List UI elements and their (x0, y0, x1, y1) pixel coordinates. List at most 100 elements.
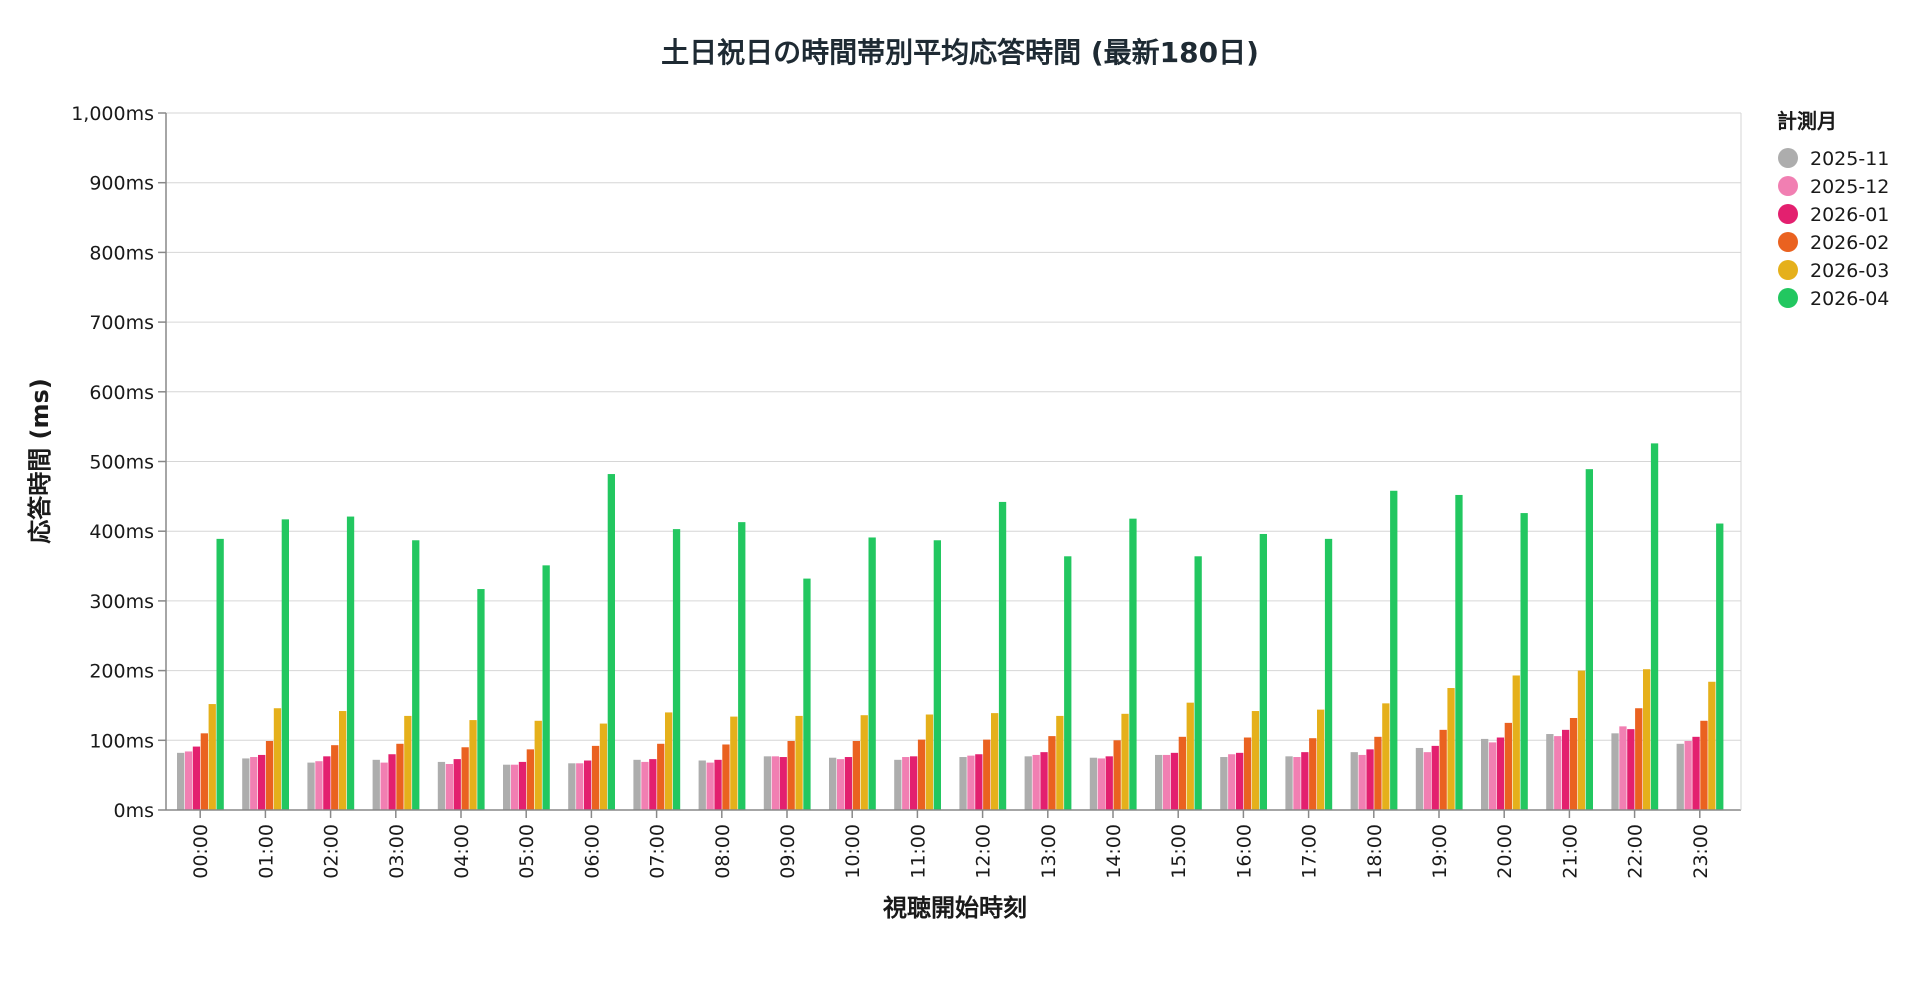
bar-2026-03-1200 (991, 713, 999, 810)
bar-2026-02-0500 (526, 749, 534, 810)
bar-2026-04-2100 (1585, 469, 1593, 810)
bar-2025-12-1800 (1358, 754, 1366, 810)
y-tick-label: 900ms (89, 173, 154, 195)
x-tick-label: 05:00 (516, 824, 538, 879)
y-tick-label: 800ms (89, 242, 154, 264)
bar-2026-01-0900 (779, 757, 787, 810)
bar-2026-02-1000 (852, 740, 860, 810)
y-tick-label: 300ms (89, 591, 154, 613)
bar-2026-01-0200 (323, 756, 331, 810)
y-tick-label: 0ms (114, 800, 155, 822)
bar-2026-01-0500 (518, 761, 527, 810)
x-tick-label: 09:00 (777, 824, 799, 879)
bar-2025-12-1900 (1423, 752, 1431, 810)
legend-swatch (1778, 260, 1798, 280)
legend-swatch (1778, 288, 1798, 308)
bar-2026-04-0000 (216, 538, 224, 810)
bar-2026-02-0000 (200, 733, 208, 810)
bar-2026-04-1000 (868, 537, 876, 810)
bar-2025-12-0700 (641, 761, 649, 810)
bar-2025-12-1000 (836, 759, 845, 810)
bar-2026-02-2100 (1569, 717, 1578, 810)
legend-label: 2025-12 (1810, 176, 1889, 198)
bar-2026-01-1500 (1170, 752, 1179, 810)
legend-items: 2025-11 2025-12 2026-01 2026-02 2026-03 2026-… (1778, 148, 1889, 310)
bar-2026-03-0500 (534, 720, 542, 810)
bar-2025-12-1300 (1032, 754, 1040, 810)
bar-2026-04-1200 (998, 501, 1007, 810)
bar-2026-04-0500 (542, 565, 550, 810)
y-tick-label: 700ms (89, 312, 154, 334)
bar-2025-11-1100 (894, 759, 902, 810)
x-tick-label: 07:00 (647, 824, 669, 879)
bar-2026-02-0700 (657, 743, 665, 810)
x-tick-label: 04:00 (451, 824, 473, 879)
bar-2025-12-2300 (1684, 740, 1692, 810)
bar-2025-11-0400 (437, 761, 446, 810)
bar-2026-03-0600 (599, 723, 608, 810)
bar-2025-12-1400 (1097, 758, 1105, 810)
bar-2025-11-0500 (503, 764, 511, 810)
bar-2026-02-1600 (1243, 737, 1252, 810)
bar-2026-01-1800 (1366, 749, 1374, 810)
bar-2026-02-0200 (331, 745, 339, 810)
bar-2025-12-0000 (184, 751, 193, 810)
x-tick-label: 13:00 (1038, 824, 1060, 879)
bar-2026-04-0400 (477, 589, 485, 810)
legend-label: 2025-11 (1810, 148, 1889, 170)
bar-2025-11-2100 (1546, 734, 1554, 810)
bar-2026-01-0600 (584, 760, 592, 810)
bar-2026-02-0600 (591, 745, 600, 810)
x-tick-label: 11:00 (907, 824, 929, 879)
bar-2026-04-0700 (672, 529, 681, 810)
bar-2025-12-2200 (1619, 726, 1627, 810)
bar-2026-03-1900 (1447, 688, 1455, 810)
y-tick-label: 200ms (89, 661, 154, 683)
bar-2025-12-1200 (967, 755, 975, 810)
bar-2026-03-0800 (730, 716, 738, 810)
bar-2026-02-1200 (983, 739, 991, 810)
bar-2026-01-2100 (1562, 729, 1570, 810)
legend-swatch (1778, 176, 1798, 196)
x-tick-label: 02:00 (321, 824, 343, 879)
bar-2026-01-1700 (1301, 752, 1309, 810)
y-tick-label: 1,000ms (71, 103, 154, 125)
bar-2025-12-2100 (1554, 736, 1562, 810)
bar-2025-12-0500 (510, 764, 519, 810)
bar-2025-11-2000 (1481, 738, 1489, 810)
bar-2026-04-0600 (607, 474, 615, 810)
bar-2025-12-0800 (706, 762, 714, 810)
bar-2026-03-2100 (1577, 670, 1586, 810)
bar-2026-03-1600 (1251, 711, 1260, 810)
bar-2025-12-0300 (380, 762, 388, 810)
bar-2026-03-0100 (273, 708, 282, 810)
bar-2026-03-0400 (469, 720, 477, 810)
bar-2025-11-1600 (1220, 757, 1228, 810)
bar-2025-11-1000 (829, 757, 837, 810)
bar-2026-01-0400 (453, 759, 461, 810)
x-tick-label: 18:00 (1364, 824, 1386, 879)
bar-2026-02-0800 (722, 744, 730, 810)
bar-2025-11-1800 (1350, 752, 1358, 810)
bar-2026-03-2200 (1643, 669, 1651, 810)
bar-2026-01-1400 (1105, 756, 1113, 810)
bar-2026-04-0200 (346, 516, 355, 810)
bar-2026-03-1300 (1056, 715, 1064, 810)
bar-2026-01-2200 (1627, 729, 1635, 810)
bar-2025-11-2300 (1676, 743, 1684, 810)
bar-2025-12-0600 (576, 763, 584, 810)
bar-2026-03-1700 (1317, 709, 1325, 810)
y-axis-ticks: 0ms 100ms 200ms 300ms 400ms 500ms 600ms 700ms 80… (71, 103, 166, 822)
bar-2026-04-1600 (1259, 533, 1267, 810)
bar-2026-02-2000 (1504, 722, 1512, 810)
x-tick-label: 06:00 (581, 824, 603, 879)
x-axis-ticks: 00:00 01:00 02:00 03:00 04:00 05:00 06:00 07:00… (190, 810, 1712, 879)
x-tick-label: 21:00 (1559, 824, 1581, 879)
x-tick-label: 17:00 (1299, 824, 1321, 879)
bar-2026-02-1300 (1048, 736, 1056, 810)
bar-2026-04-2000 (1520, 513, 1528, 810)
bar-2026-02-2200 (1635, 708, 1643, 810)
x-tick-label: 16:00 (1233, 824, 1255, 879)
bar-2026-03-1400 (1121, 713, 1129, 810)
